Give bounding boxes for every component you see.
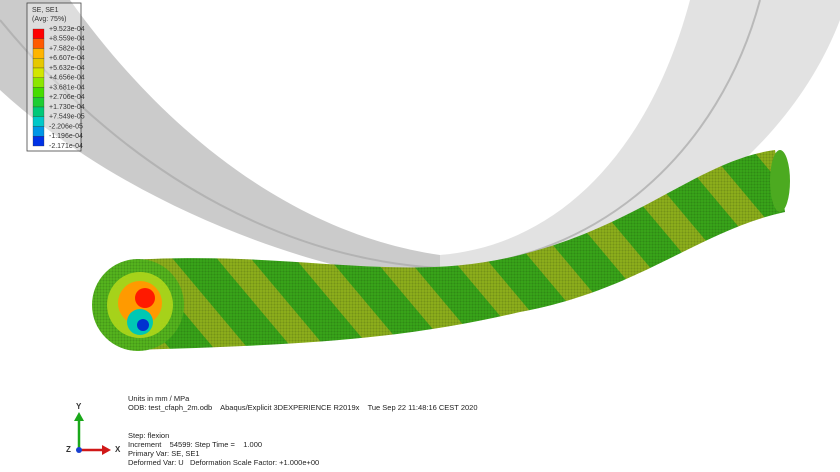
section-hot — [135, 288, 155, 308]
legend-label: +8.559e-04 — [49, 36, 85, 43]
legend-label: +1.730e-04 — [49, 104, 85, 111]
step: Step: flexion — [128, 431, 169, 440]
strand-end-right — [770, 150, 790, 212]
legend-label: -2.206e-05 — [49, 123, 83, 130]
legend-swatch — [32, 28, 45, 39]
strand-texture — [130, 150, 785, 350]
triad-y-head — [74, 412, 84, 421]
legend-swatch — [32, 58, 45, 69]
legend-swatch — [32, 38, 45, 49]
deformed-var: Deformed Var: U Deformation Scale Factor… — [128, 458, 319, 467]
legend-swatch — [32, 48, 45, 59]
tool-band-left — [0, 0, 440, 285]
legend-swatch — [32, 77, 45, 88]
legend-swatch — [32, 116, 45, 127]
legend-label: +2.706e-04 — [49, 94, 85, 101]
increment: Increment 54599: Step Time = 1.000 — [128, 440, 262, 449]
triad-y-label: Y — [76, 402, 82, 411]
triad-z — [76, 447, 82, 453]
legend-swatch — [32, 106, 45, 117]
triad-x-label: X — [115, 445, 121, 454]
legend-subtitle: (Avg: 75%) — [32, 16, 67, 23]
legend-label: +3.681e-04 — [49, 84, 85, 91]
triad-z-label: Z — [66, 445, 71, 454]
legend-label: +7.582e-04 — [49, 45, 85, 52]
primary-var: Primary Var: SE, SE1 — [128, 449, 200, 458]
legend-label: +9.523e-04 — [49, 26, 85, 33]
tool-band-right — [440, 0, 840, 285]
legend-label: +6.607e-04 — [49, 55, 85, 62]
legend-swatch — [32, 67, 45, 78]
legend-label: +5.632e-04 — [49, 65, 85, 72]
legend-swatch — [32, 97, 45, 108]
legend-label: -2.171e-04 — [49, 143, 83, 150]
section-core — [137, 319, 149, 331]
legend-swatch — [32, 87, 45, 98]
units: Units in mm / MPa — [128, 394, 190, 403]
legend-label: -1.196e-04 — [49, 133, 83, 140]
legend-swatch — [32, 126, 45, 137]
legend-swatch — [32, 136, 45, 147]
legend-title: SE, SE1 — [32, 7, 59, 14]
legend-label: +4.656e-04 — [49, 75, 85, 82]
legend-label: +7.549e-05 — [49, 114, 85, 121]
legend: +9.523e-04 +8.559e-04 +7.582e-04 +6.607e-04… — [32, 26, 85, 150]
odb: ODB: test_cfaph_2m.odb Abaqus/Explicit 3… — [128, 403, 478, 412]
triad-x-head — [102, 445, 111, 455]
